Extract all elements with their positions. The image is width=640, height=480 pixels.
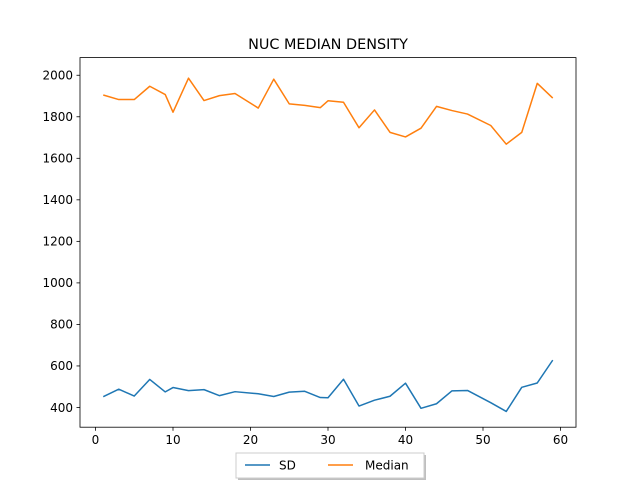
- series-line-sd: [102, 359, 554, 413]
- x-tick-label: 20: [243, 433, 258, 447]
- legend-label-sd: SD: [279, 459, 296, 473]
- x-tick-label: 50: [475, 433, 490, 447]
- y-tick-label: 1800: [42, 110, 73, 124]
- y-tick-label: 400: [50, 401, 73, 415]
- y-tick-label: 2000: [42, 69, 73, 83]
- y-tick-label: 1600: [42, 152, 73, 166]
- x-tick-label: 30: [320, 433, 335, 447]
- y-tick-label: 1000: [42, 276, 73, 290]
- y-tick-label: 1400: [42, 193, 73, 207]
- x-tick-label: 0: [92, 433, 100, 447]
- y-tick-label: 1200: [42, 235, 73, 249]
- series-line-median: [103, 77, 554, 145]
- x-tick-label: 40: [398, 433, 413, 447]
- x-tick-label: 60: [553, 433, 568, 447]
- x-tick-label: 10: [165, 433, 180, 447]
- chart-title: NUC MEDIAN DENSITY: [248, 37, 408, 53]
- y-tick-label: 800: [50, 318, 73, 332]
- y-tick-label: 600: [50, 359, 73, 373]
- series-layer: [102, 77, 554, 413]
- legend: SD Median: [235, 452, 426, 480]
- legend-label-median: Median: [365, 459, 409, 473]
- axes-layer: 0 10 20 30 40 50 60 400 600 800 1000 1200 1400 1600 18…: [42, 69, 568, 448]
